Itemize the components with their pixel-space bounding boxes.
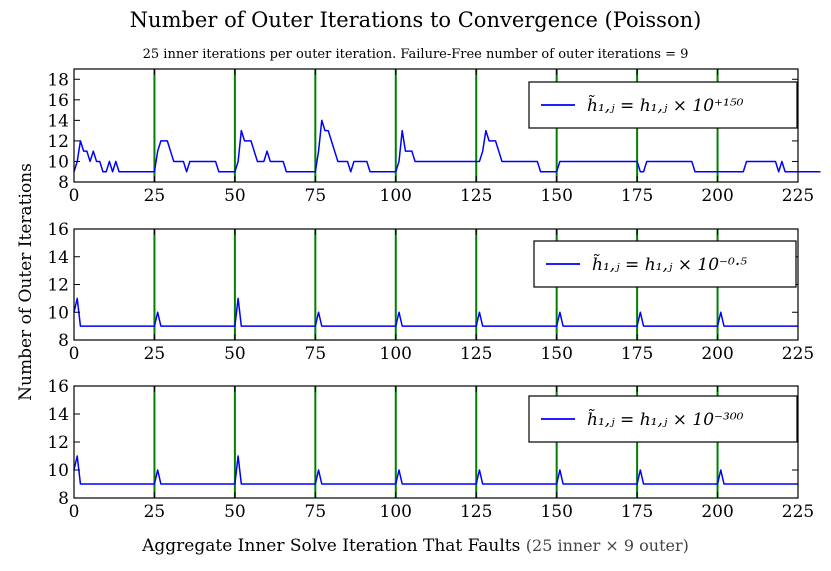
panel-1-x-tick-label: 150 (540, 186, 572, 206)
panel-2-y-tick-label: 10 (47, 303, 69, 323)
panel-3-x-tick-label: 200 (701, 502, 733, 522)
panel-3-x-tick-label: 175 (621, 502, 653, 522)
panel-1-y-tick-label: 12 (47, 132, 69, 152)
panel-3-x-tick-label: 0 (69, 502, 80, 522)
panel-3-x-tick-label: 50 (224, 502, 246, 522)
panel-1-series-line (73, 119, 821, 173)
panel-2-y-tick-label: 14 (47, 248, 69, 268)
x-axis-label-main: Aggregate Inner Solve Iteration That Fau… (142, 536, 521, 556)
panel-1-x-tick-label: 25 (144, 186, 166, 206)
panel-1-y-tick-label: 10 (47, 152, 69, 172)
panel-1-x-tick-label: 50 (224, 186, 246, 206)
panel-2-x-tick-label: 75 (305, 344, 327, 364)
panel-3-x-tick-label: 150 (540, 502, 572, 522)
panel-1-y-tick-label: 8 (58, 173, 69, 193)
panel-1-frame (73, 68, 799, 183)
x-axis-label-note: (25 inner × 9 outer) (525, 536, 689, 555)
panel-2-series-line (73, 297, 798, 327)
panel-3-legend-label: h̃₁,ⱼ = h₁,ⱼ × 10⁻³⁰⁰ (587, 409, 744, 430)
panel-3-x-tick-label: 225 (782, 502, 814, 522)
panel-3-x-tick-label: 125 (460, 502, 492, 522)
panel-3-x-tick-label: 75 (305, 502, 327, 522)
panel-1-x-tick-label: 200 (701, 186, 733, 206)
panel-2-x-tick-label: 175 (621, 344, 653, 364)
panel-3-y-tick-label: 14 (47, 405, 69, 425)
panel-2-x-tick-label: 0 (69, 344, 80, 364)
panel-2-x-tick-label: 25 (144, 344, 166, 364)
panel-2-y-tick-label: 12 (47, 276, 69, 296)
chart-title: Number of Outer Iterations to Convergenc… (129, 8, 702, 32)
panel-2-x-tick-label: 125 (460, 344, 492, 364)
panel-3-x-tick-label: 100 (380, 502, 412, 522)
x-axis-label: Aggregate Inner Solve Iteration That Fau… (0, 536, 831, 556)
panel-2-x-tick-label: 225 (782, 344, 814, 364)
panel-1-x-tick-label: 175 (621, 186, 653, 206)
panel-1-x-tick-label: 75 (305, 186, 327, 206)
panel-1-x-tick-label: 0 (69, 186, 80, 206)
panel-1-x-tick-label: 225 (782, 186, 814, 206)
panel-3-series-line (73, 455, 798, 485)
panel-2-x-tick-label: 200 (701, 344, 733, 364)
chart-subtitle: 25 inner iterations per outer iteration.… (142, 47, 689, 62)
panel-2-x-tick-label: 100 (380, 344, 412, 364)
panel-3-y-tick-label: 10 (47, 461, 69, 481)
panel-3-y-tick-label: 16 (47, 377, 69, 397)
panel-1-y-tick-label: 16 (47, 91, 69, 111)
panel-1-x-tick-label: 100 (380, 186, 412, 206)
panel-1-y-tick-label: 14 (47, 111, 69, 131)
panel-3-y-tick-label: 12 (47, 433, 69, 453)
panel-2-y-tick-label: 16 (47, 220, 69, 240)
panel-2-y-tick-label: 8 (58, 331, 69, 351)
panel-1-legend-label: h̃₁,ⱼ = h₁,ⱼ × 10⁺¹⁵⁰ (587, 95, 744, 116)
panel-1-y-tick-label: 18 (47, 70, 69, 90)
panel-2-x-tick-label: 50 (224, 344, 246, 364)
panel-3-y-tick-label: 8 (58, 489, 69, 509)
panel-1-x-tick-label: 125 (460, 186, 492, 206)
panel-3-x-tick-label: 25 (144, 502, 166, 522)
panel-2-x-tick-label: 150 (540, 344, 572, 364)
panel-2-legend-label: h̃₁,ⱼ = h₁,ⱼ × 10⁻⁰·⁵ (592, 254, 747, 275)
